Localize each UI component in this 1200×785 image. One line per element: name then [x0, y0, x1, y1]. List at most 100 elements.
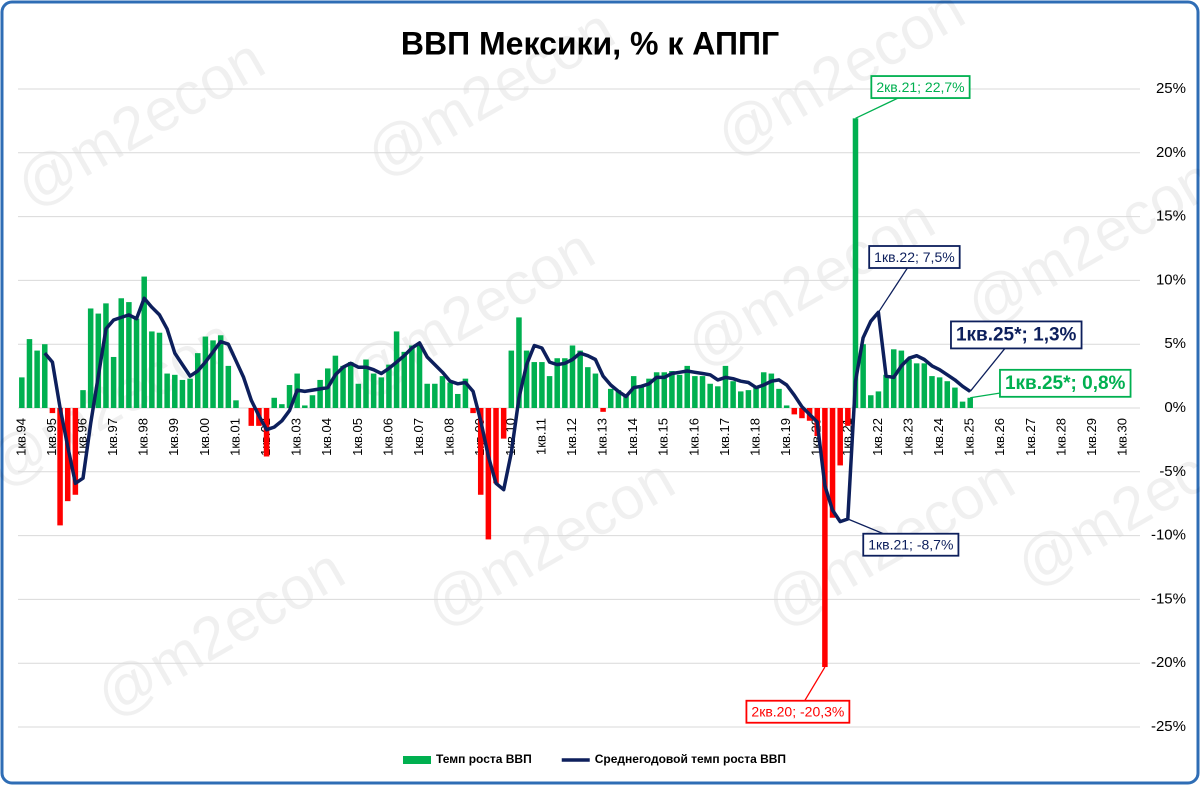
bar: [722, 365, 729, 408]
x-tick-label: 1кв.01: [227, 418, 242, 456]
data-label: 2кв.21; 22,7%: [876, 79, 964, 95]
legend-label: Среднегодовой темп роста ВВП: [595, 752, 786, 766]
bar: [623, 395, 629, 408]
y-tick-label: 0%: [1164, 399, 1186, 416]
x-tick-label: 1кв.97: [105, 418, 120, 456]
bar: [378, 377, 385, 408]
bar: [156, 332, 163, 408]
y-tick-label: 5%: [1164, 335, 1186, 352]
x-tick-label: 1кв.15: [656, 418, 671, 456]
data-label-group: 1кв.22; 7,5%: [868, 245, 961, 313]
bar: [87, 308, 94, 408]
x-tick-label: 1кв.94: [13, 418, 28, 456]
bar: [852, 118, 859, 409]
bar: [271, 397, 277, 408]
bar: [225, 365, 232, 408]
x-tick-label: 1кв.99: [166, 418, 181, 456]
x-tick-label: 1кв.00: [197, 418, 212, 456]
bar: [233, 400, 239, 408]
bar: [868, 395, 874, 408]
data-label: 1кв.25*; 0,8%: [1005, 373, 1126, 394]
bar: [615, 390, 622, 408]
x-tick-label: 1кв.07: [411, 418, 426, 456]
bar: [531, 362, 538, 408]
y-tick-label: -25%: [1151, 718, 1186, 735]
bar: [562, 358, 568, 408]
legend: Темп роста ВВП Среднегодовой темп роста В…: [403, 752, 786, 766]
data-label-group: 2кв.21; 22,7%: [855, 75, 971, 119]
bar: [676, 374, 683, 408]
bar: [370, 373, 377, 408]
bar: [355, 383, 362, 408]
x-tick-label: 1кв.95: [44, 418, 59, 456]
bar: [424, 383, 430, 408]
bar: [19, 377, 25, 408]
y-tick-label: -15%: [1151, 590, 1186, 607]
x-tick-label: 1кв.18: [747, 418, 762, 456]
bar: [149, 331, 155, 408]
bar: [921, 363, 928, 408]
label-box: [999, 368, 1132, 398]
bar: [500, 408, 507, 439]
chart-title: ВВП Мексики, % к АППГ: [401, 25, 779, 61]
bar: [363, 359, 369, 408]
bar: [187, 378, 193, 408]
bar: [776, 388, 782, 408]
bar: [470, 408, 476, 414]
data-label-group: 2кв.20; -20,3%: [745, 666, 851, 724]
bar: [217, 335, 224, 408]
x-tick-label: 1кв.19: [778, 418, 793, 456]
bar: [661, 372, 668, 408]
bar: [202, 336, 209, 408]
bar: [692, 376, 698, 408]
bar: [913, 363, 920, 408]
y-tick-label: 10%: [1156, 271, 1186, 288]
bar: [822, 408, 828, 668]
bar: [967, 397, 973, 408]
bar: [386, 364, 392, 408]
x-tick-label: 1кв.04: [319, 418, 334, 456]
x-tick-label: 1кв.16: [686, 418, 701, 456]
label-box: [868, 245, 961, 269]
bar: [638, 385, 645, 408]
bar: [42, 344, 48, 408]
bar: [72, 408, 79, 495]
data-label-group: 1кв.25*; 1,3%: [950, 320, 1083, 392]
bar: [164, 373, 170, 408]
x-tick-label: 1кв.05: [350, 418, 365, 456]
bar: [416, 345, 423, 408]
x-tick-label: 1кв.12: [564, 418, 579, 456]
bar: [569, 345, 576, 408]
y-tick-label: 25%: [1156, 80, 1186, 97]
x-tick-label: 1кв.27: [1023, 418, 1038, 456]
y-tick-label: 15%: [1156, 208, 1186, 225]
bar: [493, 408, 499, 484]
bar: [133, 318, 140, 408]
bar: [944, 381, 951, 408]
bar: [248, 408, 255, 426]
x-tick-label: 1кв.98: [136, 418, 151, 456]
bar: [738, 391, 744, 408]
bar: [707, 383, 713, 408]
bar: [34, 350, 40, 408]
bar: [286, 385, 293, 408]
x-tick-label: 1кв.29: [1084, 418, 1099, 456]
bar: [585, 367, 591, 408]
line: [43, 296, 972, 524]
y-tick-label: -10%: [1151, 527, 1186, 544]
bar: [439, 376, 446, 408]
bar: [179, 379, 186, 408]
bar: [263, 408, 270, 457]
plot: [19, 118, 973, 668]
bar: [309, 395, 316, 408]
data-label: 2кв.20; -20,3%: [751, 704, 844, 720]
x-tick-label: 1кв.28: [1053, 418, 1068, 456]
bar: [898, 350, 905, 408]
data-label-group: 1кв.21; -8,7%: [847, 518, 960, 557]
y-tick-label: 20%: [1156, 144, 1186, 161]
bar: [959, 401, 966, 408]
label-box: [745, 699, 851, 724]
x-tick-label: 1кв.30: [1115, 418, 1130, 456]
